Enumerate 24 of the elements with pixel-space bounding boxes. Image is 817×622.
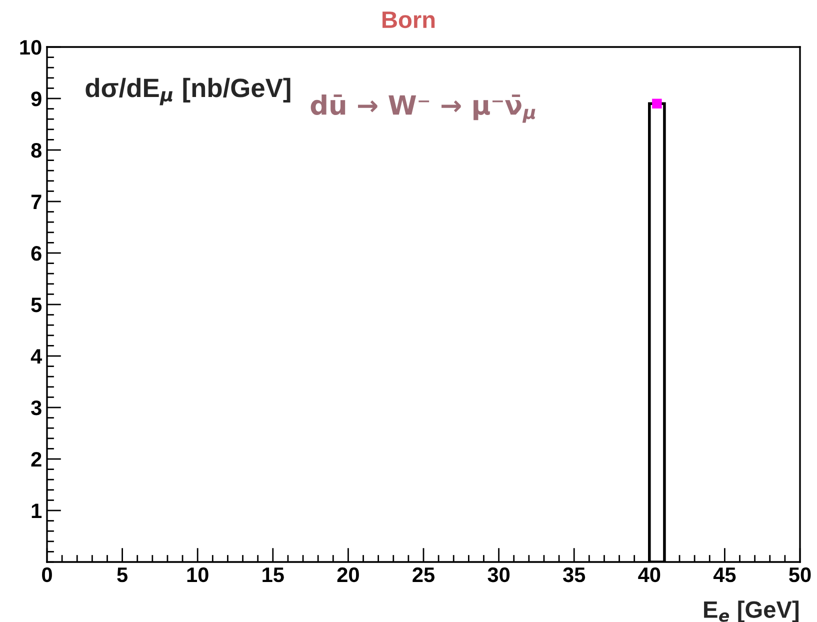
x-tick-label: 30 — [488, 567, 510, 582]
x-tick-label: 10 — [187, 567, 208, 582]
x-tick-label: 35 — [562, 567, 586, 582]
x-tick-label: 50 — [789, 567, 811, 582]
x-tick-label: 40 — [638, 567, 660, 582]
y-tick-label: 6 — [31, 246, 42, 261]
x-tick-label: 20 — [337, 567, 359, 582]
y-tick-label: 10 — [20, 40, 42, 55]
y-tick-label: 8 — [31, 143, 42, 158]
y-tick-label: 2 — [31, 452, 42, 467]
annotation: dū → W⁻ → μ⁻ν̄$_{μ}$ — [310, 94, 536, 123]
y-tick-label: 5 — [31, 298, 42, 312]
y-tick-label: 1 — [32, 504, 42, 518]
y-tick-label: 9 — [31, 92, 42, 106]
x-tick-label: 45 — [713, 568, 736, 582]
x-tick-label: 25 — [412, 567, 435, 582]
chart-title: Born — [382, 12, 435, 28]
y-tick-label: 4 — [30, 349, 42, 364]
x-tick-label: 0 — [42, 567, 52, 582]
x-tick-label: 15 — [262, 568, 284, 582]
x-tick-label: 5 — [117, 568, 128, 582]
y-tick-label: 3 — [31, 400, 42, 416]
y-axis-title: dσ/dE$_{μ}$ [nb/GeV] — [86, 78, 290, 106]
y-tick-label: 7 — [31, 194, 42, 210]
